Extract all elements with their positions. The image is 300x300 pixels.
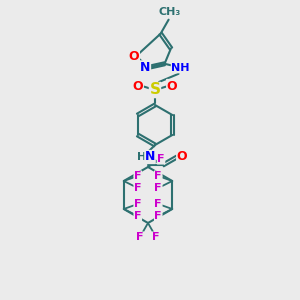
Text: CH₃: CH₃ [158,7,181,17]
Text: F: F [154,183,162,193]
Text: N: N [145,151,155,164]
Text: F: F [152,232,160,242]
Text: O: O [167,80,177,92]
Text: O: O [133,80,143,92]
Text: F: F [154,171,162,181]
Text: F: F [157,154,165,164]
Text: O: O [129,50,140,63]
Text: F: F [134,183,142,193]
Text: F: F [134,211,142,221]
Text: H: H [137,152,147,162]
Text: S: S [149,82,161,98]
Text: F: F [134,171,142,181]
Text: F: F [154,211,162,221]
Text: F: F [134,199,142,209]
Text: N: N [140,61,151,74]
Text: F: F [136,232,144,242]
Text: F: F [154,199,162,209]
Text: O: O [177,149,187,163]
Text: NH: NH [171,63,190,73]
